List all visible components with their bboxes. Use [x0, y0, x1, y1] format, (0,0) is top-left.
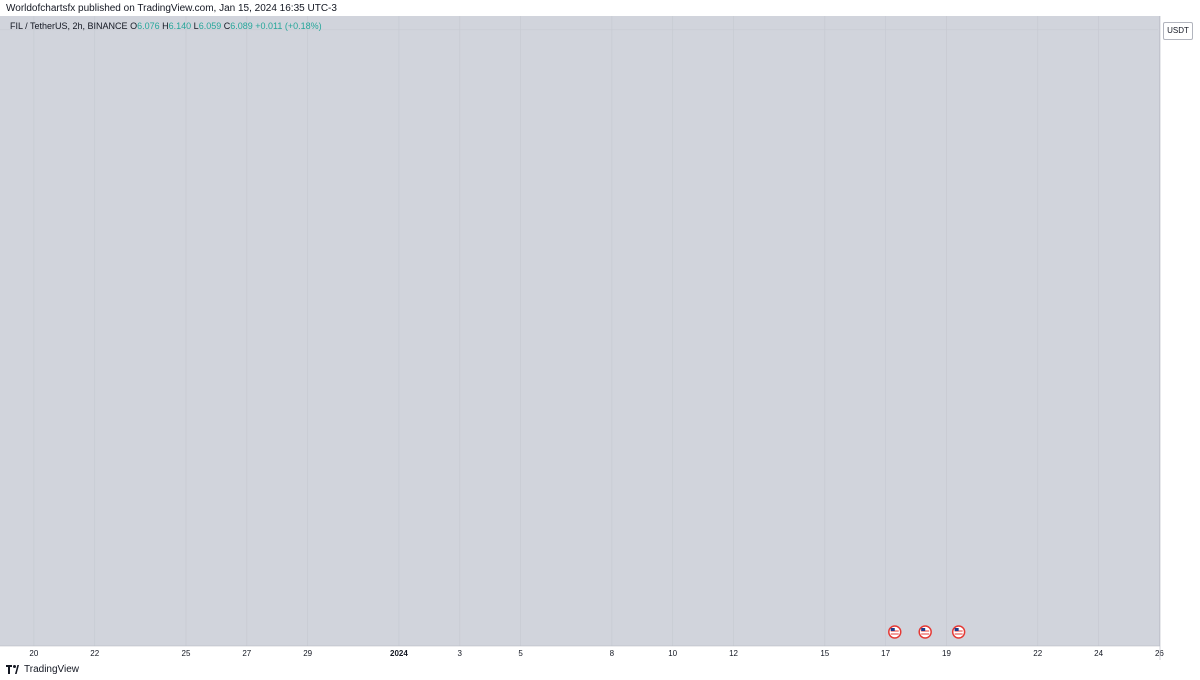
grid-lines — [0, 16, 1160, 646]
close-label: C — [223, 21, 231, 31]
time-tick-label: 15 — [820, 649, 829, 658]
time-tick-label: 2024 — [390, 649, 408, 658]
time-tick-label: 24 — [1094, 649, 1103, 658]
time-tick-label: 8 — [610, 649, 615, 658]
time-tick-label: 5 — [518, 649, 523, 658]
us-flag-icon[interactable] — [951, 625, 966, 639]
tradingview-logo: TradingView — [6, 664, 79, 675]
time-tick-label: 27 — [242, 649, 251, 658]
close-value: 6.089 — [230, 21, 253, 31]
us-flag-icon[interactable] — [918, 625, 932, 639]
time-tick-label: 20 — [29, 649, 38, 658]
time-tick-label: 25 — [182, 649, 191, 658]
high-label: H — [162, 21, 169, 31]
publish-header: Worldofchartsfx published on TradingView… — [0, 0, 1200, 16]
time-axis[interactable] — [0, 646, 1160, 660]
currency-button[interactable]: USDT — [1163, 22, 1193, 40]
time-tick-label: 3 — [458, 649, 463, 658]
time-tick-label: 22 — [1033, 649, 1042, 658]
open-label: O — [130, 21, 138, 31]
low-label: L — [193, 21, 199, 31]
time-tick-label: 10 — [668, 649, 677, 658]
tradingview-logo-icon — [6, 665, 20, 674]
publish-info: Worldofchartsfx published on TradingView… — [6, 3, 337, 14]
symbol-name: FIL / TetherUS, 2h, BINANCE — [10, 21, 128, 31]
footer: TradingView — [0, 660, 1200, 680]
time-tick-label: 12 — [729, 649, 738, 658]
chart-area[interactable]: 3.222 (52.21%) 322215.00014.00013.00012.… — [0, 16, 1200, 660]
time-tick-label: 19 — [942, 649, 951, 658]
price-axis[interactable] — [1160, 16, 1200, 660]
low-value: 6.059 — [198, 21, 222, 31]
symbol-legend: FIL / TetherUS, 2h, BINANCE O6.076 H6.14… — [10, 21, 322, 31]
open-value: 6.076 — [137, 21, 160, 31]
change-value: +0.011 (+0.18%) — [255, 21, 322, 31]
time-tick-label: 26 — [1155, 649, 1164, 658]
candlestick-chart[interactable]: 3.222 (52.21%) 322215.00014.00013.00012.… — [0, 16, 1200, 660]
high-value: 6.140 — [168, 21, 192, 31]
time-tick-label: 17 — [881, 649, 890, 658]
tradingview-logo-text: TradingView — [24, 664, 80, 675]
time-tick-label: 29 — [303, 649, 312, 658]
us-flag-icon[interactable] — [888, 625, 902, 639]
time-tick-label: 22 — [90, 649, 99, 658]
